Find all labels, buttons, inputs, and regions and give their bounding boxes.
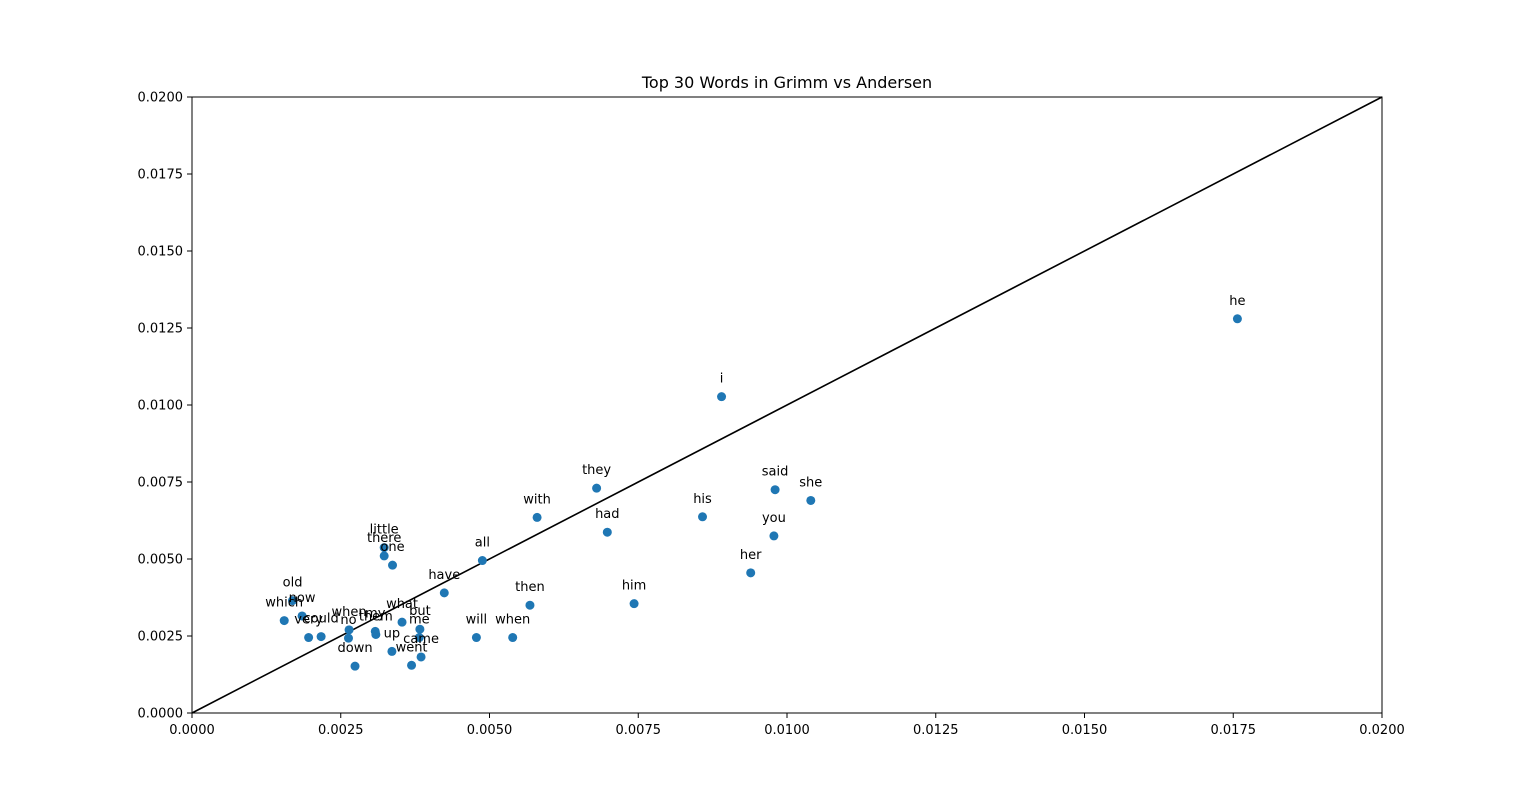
point-label: me xyxy=(409,613,430,628)
point-label: he xyxy=(1229,294,1245,309)
point-label: when xyxy=(495,613,530,628)
data-point xyxy=(592,483,602,493)
data-point xyxy=(297,611,307,621)
x-tick-label: 0.0000 xyxy=(169,723,215,738)
point-label: little xyxy=(370,523,399,538)
data-point xyxy=(477,556,487,566)
y-tick-label: 0.0125 xyxy=(138,322,184,337)
data-point xyxy=(416,652,426,662)
x-tick-label: 0.0200 xyxy=(1359,723,1405,738)
y-tick-label: 0.0100 xyxy=(138,399,184,414)
point-label: them xyxy=(359,609,393,624)
diagonal-reference-line xyxy=(191,96,1383,714)
x-tick-label: 0.0025 xyxy=(318,723,364,738)
x-tick-label: 0.0050 xyxy=(467,723,513,738)
data-point xyxy=(439,588,449,598)
point-label: my xyxy=(365,606,386,621)
chart-title: Top 30 Words in Grimm vs Andersen xyxy=(641,73,932,92)
data-point xyxy=(304,633,314,643)
data-point xyxy=(525,600,535,610)
point-label: she xyxy=(799,475,822,490)
point-label: i xyxy=(720,372,724,387)
x-tick-label: 0.0150 xyxy=(1062,723,1108,738)
points-layer xyxy=(279,314,1242,671)
data-point xyxy=(279,616,289,626)
point-label: but xyxy=(409,604,431,619)
y-tick-label: 0.0175 xyxy=(138,168,184,183)
data-point xyxy=(397,617,407,627)
data-point xyxy=(471,633,481,643)
point-label: with xyxy=(523,492,551,507)
data-point xyxy=(350,661,360,671)
point-label: very xyxy=(294,613,323,628)
data-point xyxy=(387,646,397,656)
point-label: went xyxy=(396,640,428,655)
point-label: will xyxy=(466,613,487,628)
point-label: came xyxy=(403,632,439,647)
point-label: have xyxy=(428,568,460,583)
y-tick-label: 0.0075 xyxy=(138,476,184,491)
point-label: her xyxy=(740,548,762,563)
data-point xyxy=(629,599,639,609)
point-label: had xyxy=(595,507,619,522)
data-point xyxy=(770,485,780,495)
point-label: up xyxy=(384,626,401,641)
data-point xyxy=(414,633,424,643)
y-tick-label: 0.0025 xyxy=(138,630,184,645)
x-tick-label: 0.0125 xyxy=(913,723,959,738)
y-tick-label: 0.0050 xyxy=(138,553,184,568)
data-point xyxy=(1232,314,1242,324)
x-tick-label: 0.0100 xyxy=(764,723,810,738)
reference-line-layer xyxy=(191,96,1383,714)
point-label: one xyxy=(380,540,404,555)
data-point xyxy=(698,512,708,522)
point-label: old xyxy=(283,576,303,591)
data-point xyxy=(344,625,354,635)
point-label: all xyxy=(475,536,490,551)
data-point xyxy=(717,392,727,402)
y-tick-label: 0.0200 xyxy=(138,91,184,106)
point-label: his xyxy=(693,492,712,507)
x-tick-label: 0.0175 xyxy=(1211,723,1257,738)
point-label: when xyxy=(332,605,367,620)
point-label: you xyxy=(762,511,786,526)
point-label: could xyxy=(304,612,339,627)
data-point xyxy=(388,560,398,570)
data-point xyxy=(288,596,298,606)
axes-layer: 0.0000 0.0025 0.0050 0.0075 0.0100 0.0125 0.01… xyxy=(138,91,1405,739)
data-point xyxy=(769,531,779,541)
data-point xyxy=(379,543,389,553)
data-point xyxy=(508,633,518,643)
point-label: now xyxy=(289,591,316,606)
point-label: down xyxy=(337,641,372,656)
point-label: what xyxy=(386,597,418,612)
data-point xyxy=(343,633,353,643)
point-label: they xyxy=(582,463,611,478)
data-point xyxy=(371,629,381,639)
point-label: there xyxy=(367,531,401,546)
point-label: no xyxy=(340,613,356,628)
y-tick-label: 0.0000 xyxy=(138,707,184,722)
point-label: said xyxy=(762,465,789,480)
data-point xyxy=(407,660,417,670)
data-point xyxy=(415,624,425,634)
data-point xyxy=(379,551,389,561)
point-label: then xyxy=(515,580,545,595)
data-point xyxy=(532,512,542,522)
data-point xyxy=(806,495,816,505)
y-tick-label: 0.0150 xyxy=(138,245,184,260)
x-tick-label: 0.0075 xyxy=(616,723,662,738)
data-point xyxy=(746,568,756,578)
data-point xyxy=(316,632,326,642)
point-label: which xyxy=(265,596,303,611)
point-label: him xyxy=(622,579,647,594)
data-point xyxy=(602,527,612,537)
